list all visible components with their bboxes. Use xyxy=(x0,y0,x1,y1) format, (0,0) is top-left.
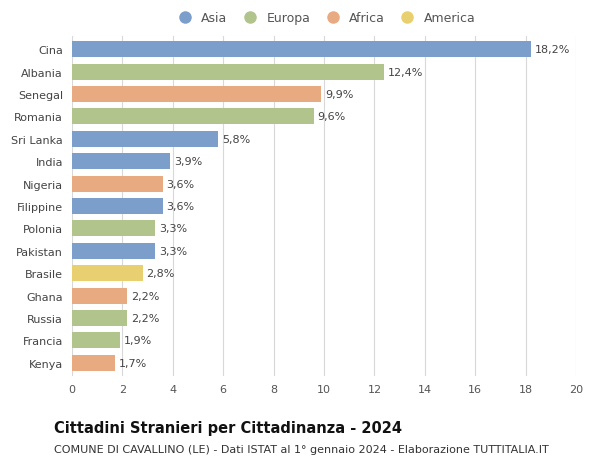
Bar xyxy=(72,154,170,170)
Text: 2,8%: 2,8% xyxy=(146,269,175,279)
Bar xyxy=(72,109,314,125)
Text: 18,2%: 18,2% xyxy=(535,45,570,55)
Text: 9,9%: 9,9% xyxy=(325,90,353,100)
Bar xyxy=(72,64,385,80)
Bar xyxy=(72,243,155,259)
Text: 1,7%: 1,7% xyxy=(119,358,147,368)
Bar xyxy=(72,288,127,304)
Text: COMUNE DI CAVALLINO (LE) - Dati ISTAT al 1° gennaio 2024 - Elaborazione TUTTITAL: COMUNE DI CAVALLINO (LE) - Dati ISTAT al… xyxy=(54,444,549,454)
Text: 2,2%: 2,2% xyxy=(131,291,160,301)
Text: 3,9%: 3,9% xyxy=(174,157,202,167)
Bar xyxy=(72,333,120,349)
Bar xyxy=(72,198,163,215)
Bar xyxy=(72,221,155,237)
Bar xyxy=(72,310,127,326)
Text: 5,8%: 5,8% xyxy=(222,134,250,145)
Text: 3,3%: 3,3% xyxy=(159,246,187,256)
Bar xyxy=(72,355,115,371)
Bar xyxy=(72,266,143,282)
Bar xyxy=(72,176,163,192)
Text: 3,6%: 3,6% xyxy=(167,179,194,189)
Text: Cittadini Stranieri per Cittadinanza - 2024: Cittadini Stranieri per Cittadinanza - 2… xyxy=(54,420,402,435)
Legend: Asia, Europa, Africa, America: Asia, Europa, Africa, America xyxy=(173,12,475,25)
Bar xyxy=(72,42,530,58)
Bar xyxy=(72,87,322,103)
Text: 12,4%: 12,4% xyxy=(388,67,424,78)
Bar xyxy=(72,131,218,147)
Text: 1,9%: 1,9% xyxy=(124,336,152,346)
Text: 3,3%: 3,3% xyxy=(159,224,187,234)
Text: 9,6%: 9,6% xyxy=(318,112,346,122)
Text: 3,6%: 3,6% xyxy=(167,202,194,212)
Text: 2,2%: 2,2% xyxy=(131,313,160,323)
